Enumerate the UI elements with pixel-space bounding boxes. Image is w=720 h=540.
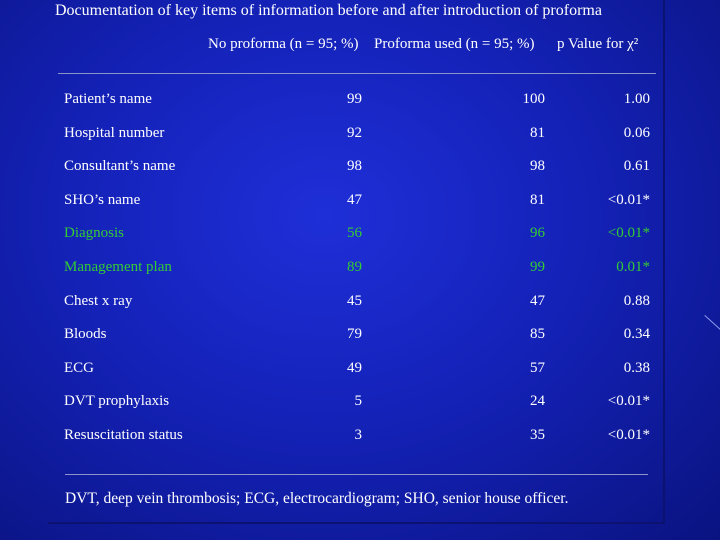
proforma-value: 35 xyxy=(530,426,545,443)
table-row: Consultant’s name 98 98 0.61 xyxy=(58,153,656,187)
table-row: Resuscitation status 3 35 <0.01* xyxy=(58,422,656,456)
p-value: <0.01* xyxy=(607,191,650,208)
proforma-value: 24 xyxy=(530,393,545,410)
table-row: ECG 49 57 0.38 xyxy=(58,355,656,389)
row-label: Chest x ray xyxy=(64,292,133,309)
no-proforma-value: 56 xyxy=(347,225,362,242)
table-row: SHO’s name 47 81 <0.01* xyxy=(58,187,656,221)
proforma-value: 100 xyxy=(522,91,546,107)
table-row: Management plan 89 99 0.01* xyxy=(58,254,656,288)
row-label: DVT prophylaxis xyxy=(64,393,170,410)
table-row: Hospital number 92 81 0.06 xyxy=(58,120,656,154)
row-label: Patient’s name xyxy=(64,91,152,107)
header-rule xyxy=(58,72,656,74)
no-proforma-value: 49 xyxy=(347,359,362,376)
table-panel xyxy=(48,0,665,524)
no-proforma-value: 5 xyxy=(354,393,363,410)
proforma-value: 81 xyxy=(530,191,545,208)
no-proforma-value: 89 xyxy=(347,258,362,275)
header-separator xyxy=(58,60,656,86)
p-value: 0.01* xyxy=(616,258,650,275)
p-value: 0.06 xyxy=(623,124,650,141)
row-label: Management plan xyxy=(64,258,172,275)
proforma-value: 57 xyxy=(530,359,545,376)
data-table: No proforma (n = 95; %) Proforma used (n… xyxy=(58,30,656,456)
row-label: Bloods xyxy=(64,326,107,343)
row-label: Diagnosis xyxy=(64,225,124,242)
table-row: Chest x ray 45 47 0.88 xyxy=(58,288,656,322)
no-proforma-value: 45 xyxy=(347,292,362,309)
proforma-value: 85 xyxy=(530,326,545,343)
table-row: DVT prophylaxis 5 24 <0.01* xyxy=(58,388,656,422)
column-header-p-value: p Value for χ² xyxy=(557,36,639,52)
p-value: 0.34 xyxy=(623,326,650,343)
p-value: 1.00 xyxy=(623,91,650,107)
column-header-proforma-used: Proforma used (n = 95; %) xyxy=(374,36,535,52)
column-header-no-proforma: No proforma (n = 95; %) xyxy=(208,36,359,52)
table-row: Diagnosis 56 96 <0.01* xyxy=(58,220,656,254)
row-label: Resuscitation status xyxy=(64,426,183,443)
no-proforma-value: 3 xyxy=(354,426,363,443)
decorative-line xyxy=(704,315,720,356)
p-value: 0.61 xyxy=(623,158,650,175)
proforma-value: 47 xyxy=(530,292,545,309)
row-label: Consultant’s name xyxy=(64,158,176,175)
p-value: <0.01* xyxy=(607,426,650,443)
row-label: ECG xyxy=(64,359,94,376)
proforma-value: 81 xyxy=(530,124,545,141)
proforma-value: 99 xyxy=(530,258,545,275)
table-row: Bloods 79 85 0.34 xyxy=(58,321,656,355)
table-row: Patient’s name 99 100 1.00 xyxy=(58,86,656,120)
no-proforma-value: 98 xyxy=(347,158,362,175)
p-value: <0.01* xyxy=(607,225,650,242)
no-proforma-value: 47 xyxy=(347,191,362,208)
page-title: Documentation of key items of informatio… xyxy=(55,2,602,19)
p-value: <0.01* xyxy=(607,393,650,410)
no-proforma-value: 99 xyxy=(347,91,362,107)
row-label: Hospital number xyxy=(64,124,165,141)
no-proforma-value: 92 xyxy=(347,124,362,141)
proforma-value: 98 xyxy=(530,158,545,175)
row-label: SHO’s name xyxy=(64,191,141,208)
no-proforma-value: 79 xyxy=(347,326,362,343)
footnote: DVT, deep vein thrombosis; ECG, electroc… xyxy=(65,490,569,507)
p-value: 0.88 xyxy=(623,292,650,309)
table-body: Patient’s name 99 100 1.00 Hospital number 92… xyxy=(58,86,656,456)
table-header-row: No proforma (n = 95; %) Proforma used (n… xyxy=(58,30,656,60)
footer-rule xyxy=(65,474,648,475)
column-header-item xyxy=(58,30,202,60)
p-value: 0.38 xyxy=(623,359,650,376)
proforma-value: 96 xyxy=(530,225,545,242)
